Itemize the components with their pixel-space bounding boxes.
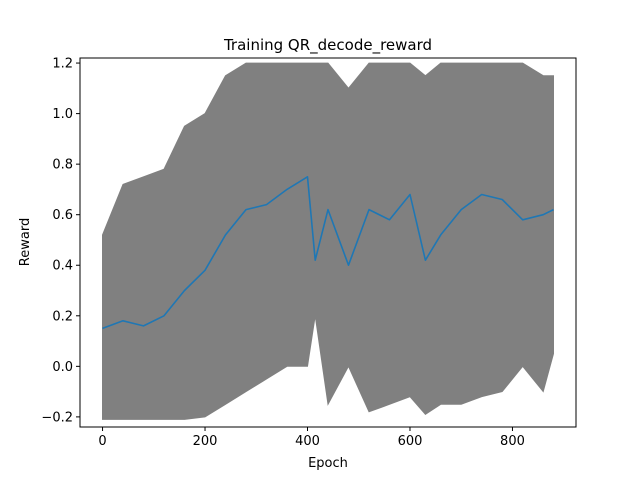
chart-title: Training QR_decode_reward (223, 36, 432, 55)
x-tick-label: 600 (398, 434, 423, 449)
y-axis-label: Reward (18, 218, 33, 266)
reward-band-area (102, 62, 554, 420)
plot-frame (79, 57, 577, 428)
y-tick-label: 0.2 (52, 309, 73, 324)
y-axis-ticks: −0.2 0.0 0.2 0.4 0.6 0.8 1.0 1.2 (41, 57, 80, 425)
y-tick-label: 1.2 (52, 57, 73, 72)
x-tick-label: 0 (98, 434, 106, 449)
mean-reward-polyline (102, 176, 554, 330)
reward-range-band (102, 62, 554, 420)
x-tick-label: 800 (500, 434, 525, 449)
y-tick-label: 0.4 (52, 259, 73, 274)
x-axis-ticks: 0 200 400 600 800 (98, 427, 525, 449)
x-axis-label: Epoch (308, 456, 348, 471)
x-tick-label: 200 (193, 434, 218, 449)
y-tick-label: 0.6 (52, 208, 73, 223)
x-tick-label: 400 (295, 434, 320, 449)
y-tick-label: 0.0 (52, 360, 73, 375)
plot-area (79, 57, 577, 428)
y-tick-label: 0.8 (52, 158, 73, 173)
y-tick-label: −0.2 (41, 410, 73, 425)
y-tick-label: 1.0 (52, 107, 73, 122)
mean-reward-line (102, 176, 554, 330)
